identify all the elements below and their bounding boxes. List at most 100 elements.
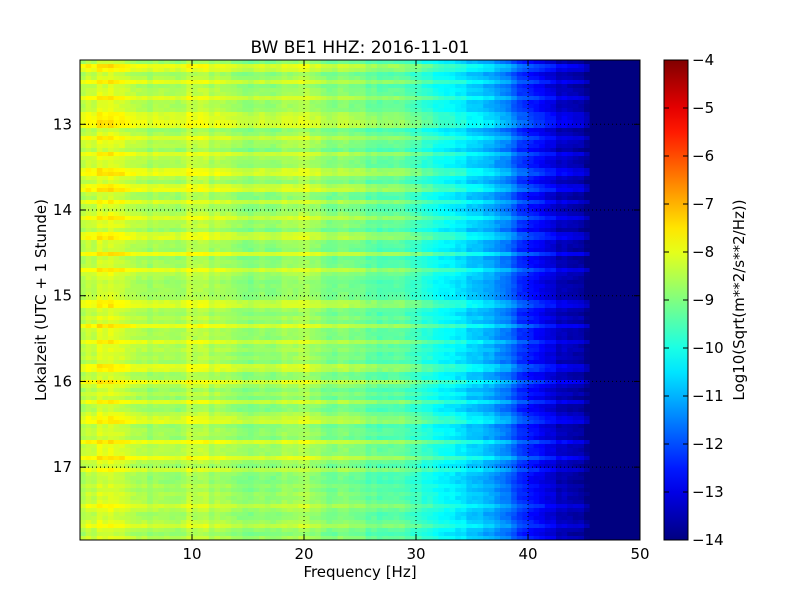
heatmap-cell (147, 220, 154, 225)
heatmap-cell (85, 156, 92, 161)
heatmap-cell (320, 224, 327, 229)
heatmap-cell (460, 244, 467, 249)
heatmap-cell (382, 216, 389, 221)
heatmap-cell (164, 152, 171, 157)
heatmap-cell (472, 252, 479, 257)
heatmap-cell (248, 220, 255, 225)
heatmap-cell (214, 232, 221, 237)
heatmap-cell (371, 132, 378, 137)
heatmap-cell (96, 96, 103, 101)
heatmap-cell (365, 232, 372, 237)
heatmap-cell (472, 100, 479, 105)
heatmap-cell (326, 156, 333, 161)
heatmap-cell (595, 208, 602, 213)
heatmap-cell (432, 80, 439, 85)
heatmap-cell (382, 124, 389, 129)
heatmap-cell (617, 172, 624, 177)
heatmap-cell (348, 172, 355, 177)
heatmap-cell (253, 240, 260, 245)
heatmap-cell (270, 128, 277, 133)
heatmap-cell (152, 148, 159, 153)
heatmap-cell (589, 220, 596, 225)
heatmap-cell (494, 256, 501, 261)
heatmap-cell (472, 144, 479, 149)
heatmap-cell (634, 228, 640, 233)
heatmap-cell (259, 200, 266, 205)
heatmap-cell (606, 124, 613, 129)
heatmap-cell (371, 84, 378, 89)
heatmap-cell (399, 80, 406, 85)
heatmap-cell (449, 108, 456, 113)
heatmap-cell (253, 252, 260, 257)
heatmap-cell (360, 88, 367, 93)
heatmap-cell (500, 192, 507, 197)
heatmap-cell (130, 236, 137, 241)
heatmap-cell (365, 188, 372, 193)
heatmap-cell (505, 180, 512, 185)
heatmap-cell (449, 192, 456, 197)
heatmap-cell (91, 188, 98, 193)
heatmap-cell (421, 228, 428, 233)
heatmap-cell (488, 72, 495, 77)
heatmap-cell (449, 248, 456, 253)
heatmap-cell (449, 64, 456, 69)
heatmap-cell (539, 116, 546, 121)
heatmap-cell (354, 228, 361, 233)
heatmap-cell (102, 248, 109, 253)
heatmap-cell (595, 76, 602, 81)
heatmap-cell (477, 160, 484, 165)
heatmap-cell (124, 68, 131, 73)
heatmap-cell (449, 204, 456, 209)
heatmap-cell (472, 116, 479, 121)
heatmap-cell (197, 200, 204, 205)
heatmap-cell (208, 192, 215, 197)
heatmap-cell (561, 192, 568, 197)
heatmap-cell (242, 212, 249, 217)
heatmap-cell (595, 236, 602, 241)
heatmap-cell (236, 212, 243, 217)
heatmap-cell (466, 68, 473, 73)
heatmap-cell (444, 148, 451, 153)
heatmap-cell (175, 72, 182, 77)
heatmap-cell (197, 188, 204, 193)
heatmap-cell (208, 128, 215, 133)
heatmap-cell (102, 128, 109, 133)
heatmap-cell (617, 156, 624, 161)
heatmap-cell (136, 184, 143, 189)
heatmap-cell (309, 132, 316, 137)
heatmap-cell (85, 180, 92, 185)
heatmap-cell (427, 144, 434, 149)
heatmap-cell (438, 168, 445, 173)
heatmap-cell (320, 100, 327, 105)
heatmap-cell (192, 212, 199, 217)
heatmap-cell (550, 200, 557, 205)
heatmap-cell (214, 68, 221, 73)
heatmap-cell (320, 124, 327, 129)
heatmap-cell (304, 236, 311, 241)
heatmap-cell (572, 248, 579, 253)
heatmap-cell (477, 172, 484, 177)
heatmap-cell (460, 120, 467, 125)
heatmap-cell (113, 164, 120, 169)
heatmap-cell (634, 172, 640, 177)
heatmap-cell (410, 208, 417, 213)
heatmap-cell (276, 180, 283, 185)
heatmap-cell (208, 148, 215, 153)
heatmap-cell (197, 256, 204, 261)
heatmap-cell (124, 84, 131, 89)
heatmap-cell (96, 116, 103, 121)
heatmap-cell (80, 220, 87, 225)
heatmap-cell (220, 208, 227, 213)
heatmap-cell (242, 128, 249, 133)
heatmap-cell (354, 124, 361, 129)
heatmap-cell (371, 156, 378, 161)
heatmap-cell (281, 212, 288, 217)
heatmap-cell (449, 104, 456, 109)
heatmap-cell (550, 240, 557, 245)
heatmap-cell (281, 116, 288, 121)
heatmap-cell (141, 188, 148, 193)
heatmap-cell (589, 128, 596, 133)
heatmap-cell (360, 156, 367, 161)
heatmap-cell (522, 200, 529, 205)
heatmap-cell (427, 252, 434, 257)
